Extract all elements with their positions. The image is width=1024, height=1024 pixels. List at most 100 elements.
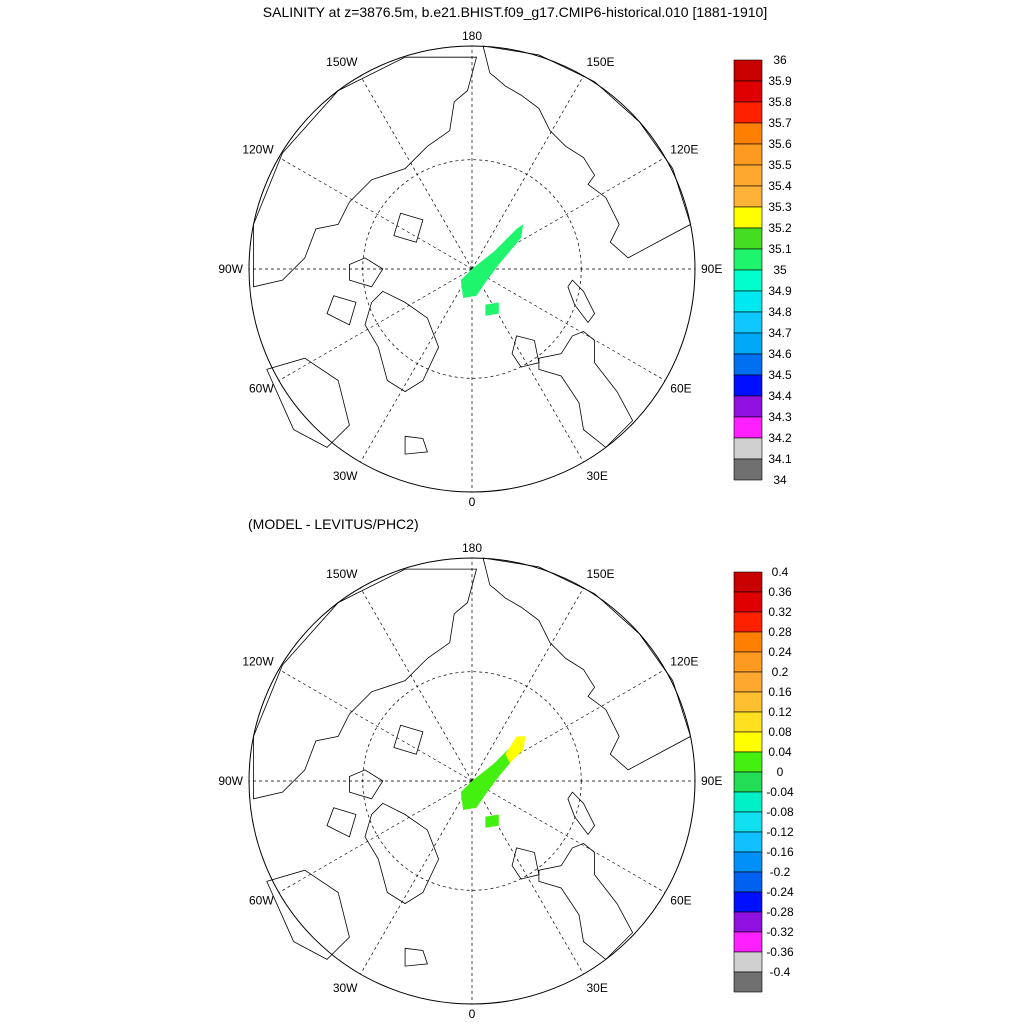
coastline xyxy=(482,45,691,259)
colorbar-label: 0.32 xyxy=(768,605,792,619)
data-region xyxy=(485,302,499,316)
meridian-gridline xyxy=(278,268,473,381)
salinity-map-panel: 180 150E 120E 90E 60E 30E 0 30W 60W 90W 120W 150W xyxy=(218,29,722,509)
coastline xyxy=(511,335,540,368)
colorbar-label: 35.1 xyxy=(768,242,792,256)
meridian-label: 120W xyxy=(242,655,274,669)
coastline xyxy=(567,279,596,324)
colorbar-box xyxy=(733,122,763,145)
meridian-label: 90W xyxy=(218,774,243,788)
colorbar-label: 0.4 xyxy=(772,565,789,579)
colorbar-label: 34.1 xyxy=(768,452,792,466)
coastline xyxy=(326,807,357,838)
colorbar-box xyxy=(733,891,763,913)
colorbar-label: 34.4 xyxy=(768,389,792,403)
colorbar-box xyxy=(733,871,763,893)
coastline xyxy=(253,56,478,288)
colorbar-box xyxy=(733,671,763,693)
colorbar-box xyxy=(733,143,763,166)
meridian-gridline xyxy=(360,587,473,782)
colorbar-box xyxy=(733,631,763,653)
meridian-label: 180 xyxy=(462,29,482,43)
colorbar-label: 34.7 xyxy=(768,326,792,340)
colorbar-box xyxy=(733,185,763,208)
meridian-gridline xyxy=(360,268,473,463)
meridian-label: 60W xyxy=(249,382,274,396)
colorbar-label: 35.5 xyxy=(768,158,792,172)
colorbar-label: -0.08 xyxy=(766,805,794,819)
colorbar-label: 35.2 xyxy=(768,221,792,235)
colorbar-label: -0.28 xyxy=(766,905,794,919)
coastline xyxy=(348,769,384,800)
colorbar-box xyxy=(733,290,763,313)
colorbar-label: 0.36 xyxy=(768,585,792,599)
colorbar-label: -0.12 xyxy=(766,825,794,839)
colorbar-label: 0.08 xyxy=(768,725,792,739)
colorbar-label: -0.2 xyxy=(770,865,791,879)
colorbar-box xyxy=(733,911,763,933)
meridian-label: 30E xyxy=(587,981,608,995)
colorbar-box xyxy=(733,731,763,753)
colorbar-label: 0.04 xyxy=(768,745,792,759)
colorbar-label: 35.4 xyxy=(768,179,792,193)
colorbar-box xyxy=(733,851,763,873)
colorbar-box xyxy=(733,651,763,673)
colorbar-box xyxy=(733,227,763,250)
colorbar-box xyxy=(733,80,763,103)
colorbar-label: 0.16 xyxy=(768,685,792,699)
meridian-gridline xyxy=(471,780,584,975)
coastline xyxy=(364,290,440,393)
coastline xyxy=(538,842,634,960)
meridian-gridline xyxy=(471,780,666,893)
colorbar-box xyxy=(733,416,763,439)
colorbar-box xyxy=(733,771,763,793)
coastline xyxy=(567,791,596,836)
meridian-label: 0 xyxy=(469,1007,476,1021)
colorbar-label: 0.2 xyxy=(772,665,789,679)
colorbar-box xyxy=(733,206,763,229)
colorbar-label: -0.32 xyxy=(766,925,794,939)
colorbar-label: 34.6 xyxy=(768,347,792,361)
data-region xyxy=(460,224,524,298)
meridian-gridline xyxy=(278,780,473,893)
meridian-label: 0 xyxy=(469,495,476,509)
meridian-label: 90E xyxy=(701,774,722,788)
coastline xyxy=(511,847,540,880)
difference-map-panel: 180 150E 120E 90E 60E 30E 0 30W 60W 90W 120W 150W xyxy=(218,541,722,1021)
colorbar-box xyxy=(733,831,763,853)
colorbar-box xyxy=(733,971,763,993)
colorbar-label: -0.4 xyxy=(770,965,791,979)
colorbar-box xyxy=(733,269,763,292)
meridian-label: 60E xyxy=(670,894,691,908)
colorbar-box xyxy=(733,811,763,833)
colorbar-box xyxy=(733,711,763,733)
colorbar-label: 34.9 xyxy=(768,284,792,298)
colorbar-box xyxy=(733,571,763,593)
coastline xyxy=(266,357,350,448)
coastline xyxy=(266,869,350,960)
colorbar-box xyxy=(733,791,763,813)
meridian-gridline xyxy=(360,75,473,270)
data-region xyxy=(485,814,499,828)
meridian-label: 150W xyxy=(326,55,358,69)
colorbar-label: 35.9 xyxy=(768,74,792,88)
colorbar-label: 34.5 xyxy=(768,368,792,382)
colorbar-box xyxy=(733,691,763,713)
colorbar-label: -0.04 xyxy=(766,785,794,799)
colorbar-label: 0 xyxy=(777,765,784,779)
meridian-gridline xyxy=(278,669,473,782)
panel2-title: (MODEL - LEVITUS/PHC2) xyxy=(248,516,419,532)
colorbar-box xyxy=(733,353,763,376)
meridian-label: 30W xyxy=(333,981,358,995)
meridian-label: 120E xyxy=(670,143,698,157)
colorbar-box xyxy=(733,164,763,187)
coastline xyxy=(393,212,424,243)
meridian-label: 150E xyxy=(587,55,615,69)
colorbar-label: 0.12 xyxy=(768,705,792,719)
meridian-gridline xyxy=(471,268,666,381)
colorbar-label: 0.28 xyxy=(768,625,792,639)
meridian-label: 120W xyxy=(242,143,274,157)
colorbar-box xyxy=(733,248,763,271)
meridian-gridline xyxy=(471,587,584,782)
coastline xyxy=(326,295,357,326)
